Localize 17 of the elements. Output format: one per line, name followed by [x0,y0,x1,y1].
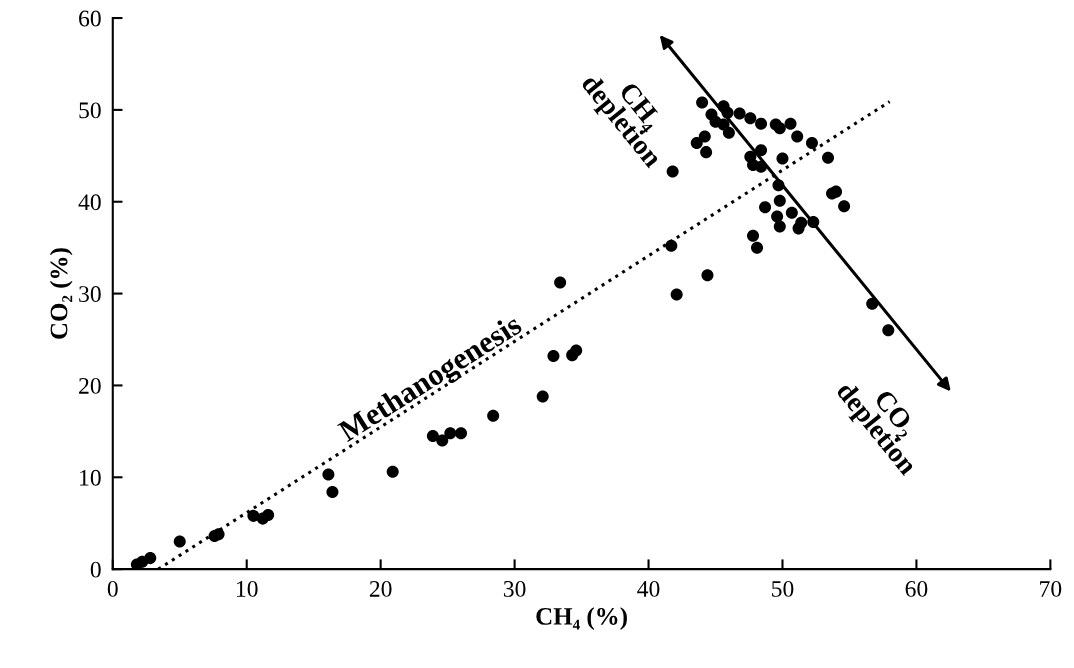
y-tick-label: 10 [80,469,101,486]
x-axis-title: CH₄ (%) [536,607,627,630]
x-tick-label: 40 [637,580,660,597]
x-tick-label: 0 [107,580,118,597]
y-tick-label: 20 [79,377,101,394]
x-tick-label: 60 [905,580,928,597]
y-tick-label: 60 [79,10,101,27]
y-tick-label: 0 [90,561,101,578]
x-tick-label: 30 [503,580,526,597]
x-tick-label: 70 [1040,580,1062,597]
y-tick-label: 50 [79,102,101,119]
y-axis-title: CO₂ (%) [49,248,73,339]
x-tick-label: 10 [236,580,258,597]
y-tick-label: 40 [78,194,101,211]
y-tick-label: 30 [79,286,101,303]
x-tick-label: 50 [772,580,794,597]
x-tick-label: 20 [369,580,392,597]
